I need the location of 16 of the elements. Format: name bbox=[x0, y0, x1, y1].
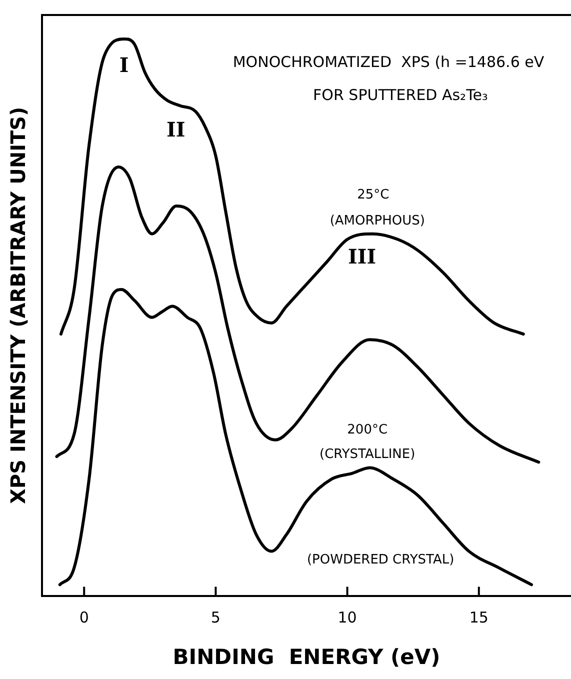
x-tick-label: 15 bbox=[469, 608, 488, 627]
annotation: (CRYSTALLINE) bbox=[319, 447, 416, 462]
annotation: I bbox=[119, 52, 129, 77]
x-tick-label: 10 bbox=[338, 608, 357, 627]
x-axis-title: BINDING ENERGY (eV) bbox=[172, 644, 440, 669]
text: MONOCHROMATIZED XPS (h =1486.6 eV bbox=[232, 52, 545, 71]
annotation: (POWDERED CRYSTAL) bbox=[306, 552, 454, 568]
text: FOR SPUTTERED As₂Te₃ bbox=[313, 86, 488, 104]
annotation: III bbox=[348, 244, 376, 269]
x-tick-label: 0 bbox=[79, 608, 89, 627]
annotation: (AMORPHOUS) bbox=[330, 214, 425, 229]
x-tick-label: 5 bbox=[210, 608, 220, 627]
annotation: II bbox=[166, 117, 186, 142]
y-axis-title: XPS INTENSITY (ARBITRARY UNITS) bbox=[6, 106, 30, 504]
annotation: 200°C bbox=[347, 422, 388, 438]
annotation: 25°C bbox=[357, 187, 390, 202]
